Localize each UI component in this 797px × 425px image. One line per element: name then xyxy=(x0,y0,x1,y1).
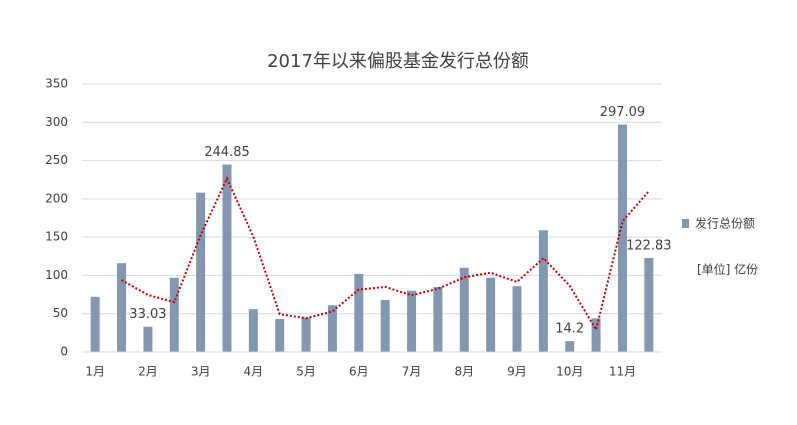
bar xyxy=(380,299,390,352)
y-tick-label: 200 xyxy=(45,191,68,205)
bar xyxy=(512,286,522,352)
x-tick-label: 7月 xyxy=(402,365,422,379)
bar xyxy=(354,273,364,352)
bar xyxy=(433,286,443,352)
bar xyxy=(90,296,100,352)
bar xyxy=(538,230,548,352)
bar xyxy=(407,290,417,352)
x-tick-label: 10月 xyxy=(556,365,583,379)
bar xyxy=(486,277,496,352)
x-tick-label: 8月 xyxy=(454,365,474,379)
bar xyxy=(117,263,127,352)
x-tick-label: 1月 xyxy=(85,365,105,379)
y-tick-label: 50 xyxy=(53,306,68,320)
x-tick-label: 6月 xyxy=(349,365,369,379)
bar xyxy=(143,326,153,352)
bar xyxy=(617,124,627,352)
bar xyxy=(565,341,575,352)
data-label: 297.09 xyxy=(600,105,646,120)
unit-annotation: [单位] 亿份 xyxy=(697,262,758,277)
bar xyxy=(169,277,179,352)
y-tick-label: 300 xyxy=(45,115,68,129)
bar xyxy=(591,318,601,352)
x-tick-label: 11月 xyxy=(609,365,636,379)
x-tick-label: 5月 xyxy=(296,365,316,379)
bar xyxy=(301,317,311,352)
bar xyxy=(459,267,469,352)
bar xyxy=(644,257,654,352)
data-label: 244.85 xyxy=(204,145,250,160)
y-tick-label: 250 xyxy=(45,153,68,167)
legend-swatch xyxy=(682,219,689,228)
bar xyxy=(196,192,206,352)
y-tick-label: 350 xyxy=(45,77,68,91)
x-tick-label: 9月 xyxy=(507,365,527,379)
bar xyxy=(275,319,285,352)
bar xyxy=(222,164,232,352)
bar xyxy=(248,309,258,352)
data-label: 33.03 xyxy=(129,307,166,322)
chart-title: 2017年以来偏股基金发行总份额 xyxy=(267,51,529,72)
y-tick-label: 150 xyxy=(45,230,68,244)
data-label: 122.83 xyxy=(626,238,672,253)
y-tick-label: 0 xyxy=(60,345,68,359)
y-tick-label: 100 xyxy=(45,268,68,282)
legend-label: 发行总份额 xyxy=(695,216,755,231)
x-tick-label: 2月 xyxy=(138,365,158,379)
x-tick-label: 4月 xyxy=(244,365,264,379)
data-label: 14.2 xyxy=(555,322,584,337)
bar xyxy=(327,305,337,352)
x-tick-label: 3月 xyxy=(191,365,211,379)
trend-line xyxy=(121,176,650,333)
